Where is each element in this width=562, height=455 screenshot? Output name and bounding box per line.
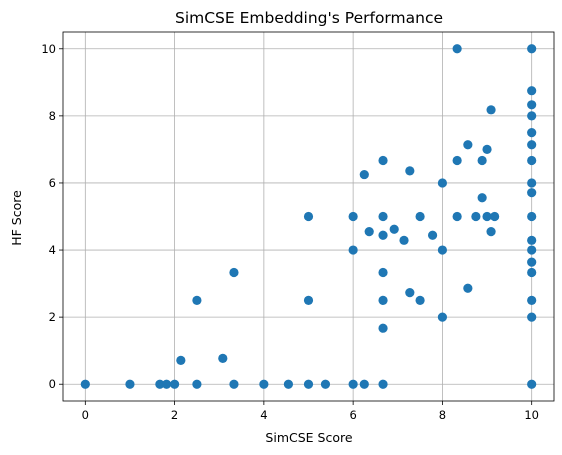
data-point [405,166,415,176]
data-point [378,295,388,305]
data-point [486,226,496,237]
data-point [303,211,314,222]
data-point [482,144,492,155]
data-point [477,193,487,203]
data-point [378,230,388,240]
y-tick-label: 10 [41,42,56,56]
data-point [437,312,448,322]
data-point [155,379,165,389]
data-point [176,355,186,366]
data-point [348,211,358,222]
data-point [486,105,496,115]
data-point [482,211,492,222]
x-axis-label: SimCSE Score [265,430,352,445]
y-tick-label: 0 [49,377,56,391]
data-point [192,379,202,389]
data-point [527,100,537,110]
x-tick-label: 6 [349,408,356,422]
data-point [527,312,537,322]
data-point [283,379,294,389]
data-point [527,86,537,96]
data-point [527,128,537,138]
data-point [471,211,481,222]
data-point [229,379,239,389]
data-point [527,245,537,255]
data-point [527,44,537,54]
data-point [303,295,314,305]
data-point [218,353,228,363]
x-tick-label: 4 [260,408,267,422]
data-point [427,230,438,240]
data-point [399,235,409,245]
y-axis-label: HF Score [9,190,24,246]
data-point [359,169,369,180]
data-point [437,178,448,188]
data-points [80,44,537,389]
data-point [463,140,473,150]
data-point [527,379,537,389]
data-point [437,245,448,255]
data-point [80,379,90,389]
data-point [169,379,180,389]
data-point [452,155,462,166]
data-point [527,140,537,150]
x-tick-label: 0 [82,408,89,422]
data-point [415,211,425,222]
data-point [303,379,314,389]
data-point [415,295,425,305]
data-point [527,111,537,121]
data-point [527,188,537,198]
data-point [320,379,331,389]
data-point [259,379,269,389]
data-point [527,257,537,267]
data-point [527,155,537,166]
x-tick-label: 2 [171,408,178,422]
data-point [364,226,374,237]
data-point [527,178,537,188]
axis-ticks: 0 2 4 6 8 10 0 2 4 6 8 10 [41,42,539,422]
data-point [378,379,388,389]
data-point [389,224,399,234]
data-point [490,211,500,222]
data-point [527,235,537,245]
x-tick-label: 10 [524,408,539,422]
data-point [378,267,388,278]
y-tick-label: 4 [49,243,56,257]
data-point [378,155,388,166]
plot-frame [62,31,555,402]
data-point [527,295,537,305]
data-point [348,379,358,389]
data-point [378,211,388,222]
data-point [452,211,462,222]
y-tick-label: 8 [49,109,56,123]
data-point [463,283,473,293]
data-point [378,323,388,333]
data-point [229,267,239,278]
data-point [192,295,202,305]
y-tick-label: 6 [49,176,56,190]
data-point [477,155,487,166]
data-point [359,379,369,389]
data-point [348,245,358,255]
x-tick-label: 8 [439,408,446,422]
y-tick-label: 2 [49,310,56,324]
data-point [125,379,135,389]
data-point [527,211,537,222]
data-point [527,267,537,278]
data-point [161,379,172,389]
data-point [405,288,415,298]
chart-title: SimCSE Embedding's Performance [175,9,443,27]
data-point [452,44,462,54]
